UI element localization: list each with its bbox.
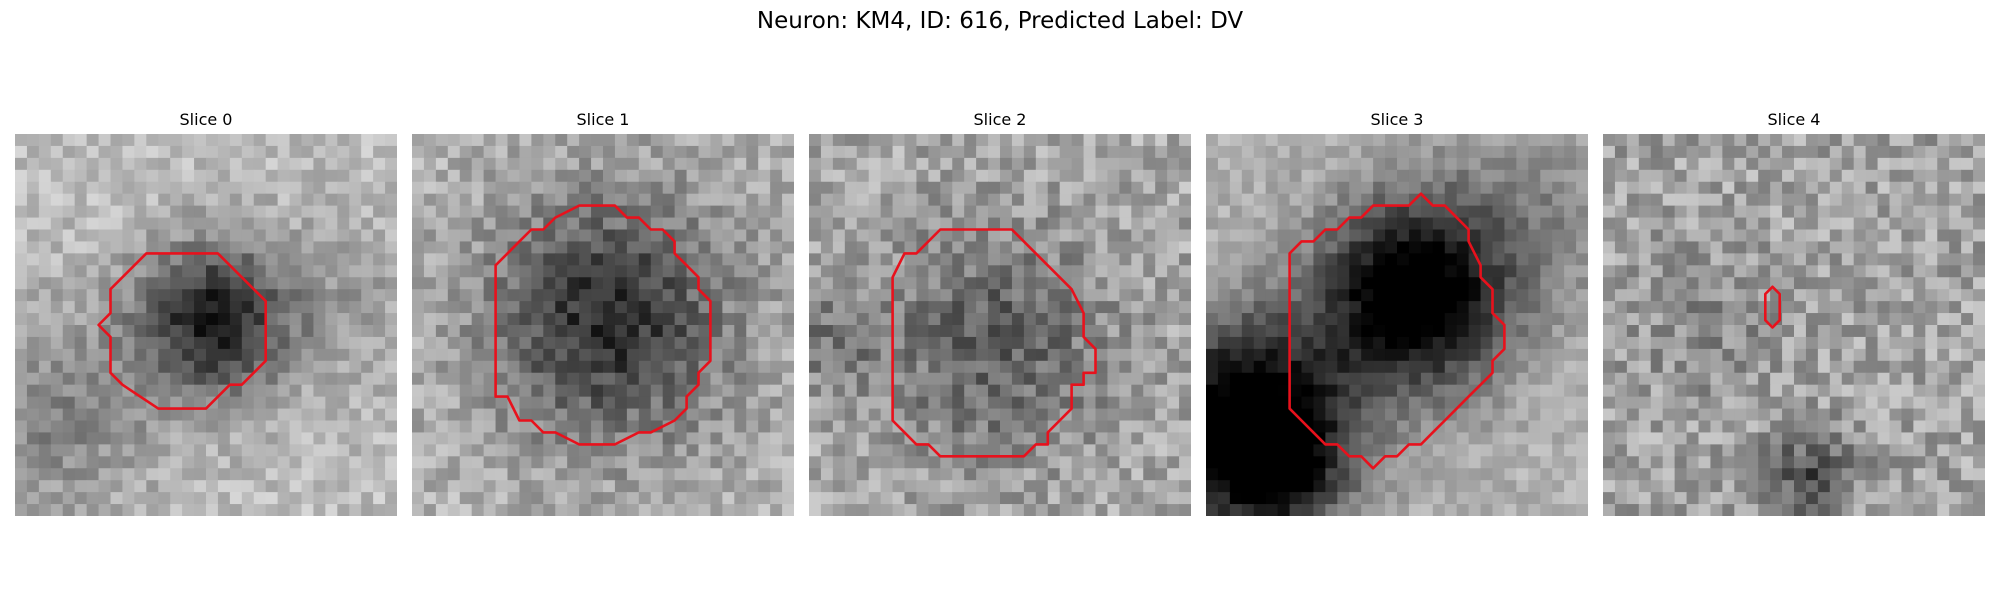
figure-title: Neuron: KM4, ID: 616, Predicted Label: D… — [756, 8, 1244, 34]
pixel-grid — [809, 134, 1191, 516]
slice-image-1-svg — [412, 134, 794, 516]
pixel-grid — [1206, 134, 1588, 516]
slice-image-1 — [412, 134, 794, 516]
segmentation-contour-2 — [891, 228, 1097, 458]
pixel-grid — [1603, 134, 1985, 516]
pixel-grid — [15, 134, 397, 516]
slice-title-3: Slice 3 — [1370, 110, 1424, 129]
slice-title-0: Slice 0 — [179, 110, 233, 129]
slice-image-3-svg — [1206, 134, 1588, 516]
slice-image-2 — [809, 134, 1191, 516]
segmentation-contour-1 — [494, 204, 712, 446]
slice-image-4 — [1603, 134, 1985, 516]
segmentation-contour-3 — [1288, 192, 1506, 470]
segmentation-contour-0 — [97, 252, 267, 410]
segmentation-contour-4 — [1764, 285, 1781, 329]
slice-image-0-svg — [15, 134, 397, 516]
slice-title-4: Slice 4 — [1767, 110, 1821, 129]
slice-image-3 — [1206, 134, 1588, 516]
slice-image-2-svg — [809, 134, 1191, 516]
slice-title-2: Slice 2 — [973, 110, 1027, 129]
slice-title-1: Slice 1 — [576, 110, 630, 129]
slice-image-0 — [15, 134, 397, 516]
pixel-grid — [412, 134, 794, 516]
slice-image-4-svg — [1603, 134, 1985, 516]
